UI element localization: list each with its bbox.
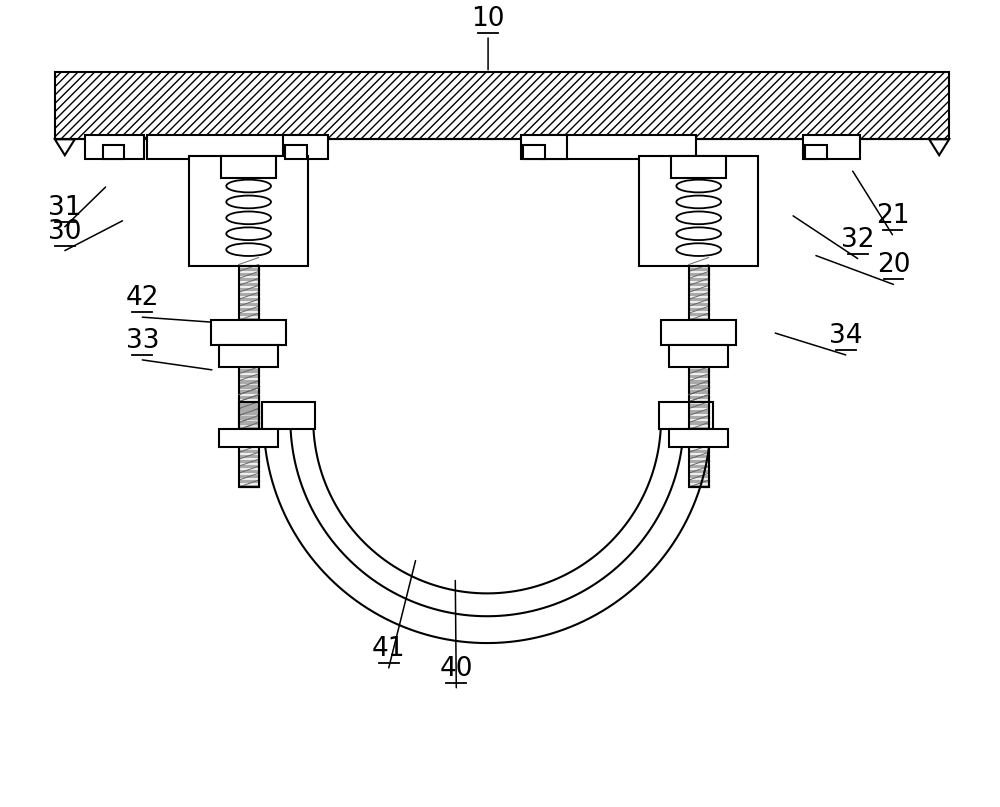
Bar	[85, 136, 144, 159]
Text: 31: 31	[48, 194, 82, 221]
Text: 20: 20	[877, 253, 910, 278]
Bar	[211, 320, 286, 345]
Bar	[803, 136, 860, 159]
Bar	[239, 402, 259, 429]
Bar	[262, 402, 315, 429]
Bar	[285, 145, 307, 159]
Bar	[689, 402, 709, 429]
Text: 41: 41	[372, 636, 405, 662]
Bar	[239, 367, 259, 429]
Polygon shape	[929, 140, 949, 155]
Text: 32: 32	[841, 227, 874, 253]
Bar	[521, 136, 567, 159]
Bar	[523, 145, 545, 159]
Bar	[55, 72, 949, 140]
Bar	[689, 367, 709, 429]
Bar	[805, 145, 827, 159]
Bar	[659, 402, 713, 429]
Bar	[147, 136, 301, 159]
Bar	[542, 136, 696, 159]
Text: 42: 42	[126, 285, 159, 312]
Bar	[669, 345, 728, 367]
Text: 40: 40	[440, 656, 473, 682]
Bar	[661, 320, 736, 345]
Text: 30: 30	[48, 219, 82, 245]
Bar	[671, 157, 726, 178]
Bar	[689, 266, 709, 320]
Bar	[239, 266, 259, 320]
Bar	[283, 136, 328, 159]
Bar	[689, 447, 709, 487]
Bar	[639, 157, 758, 266]
Text: 21: 21	[876, 203, 909, 228]
Bar	[239, 447, 259, 487]
Text: 33: 33	[126, 328, 159, 354]
Bar	[221, 157, 276, 178]
Bar	[219, 345, 278, 367]
Polygon shape	[55, 140, 75, 155]
Bar	[103, 145, 124, 159]
Text: 34: 34	[829, 323, 863, 349]
Bar	[669, 429, 728, 447]
Text: 10: 10	[471, 6, 505, 32]
Bar	[189, 157, 308, 266]
Bar	[219, 429, 278, 447]
